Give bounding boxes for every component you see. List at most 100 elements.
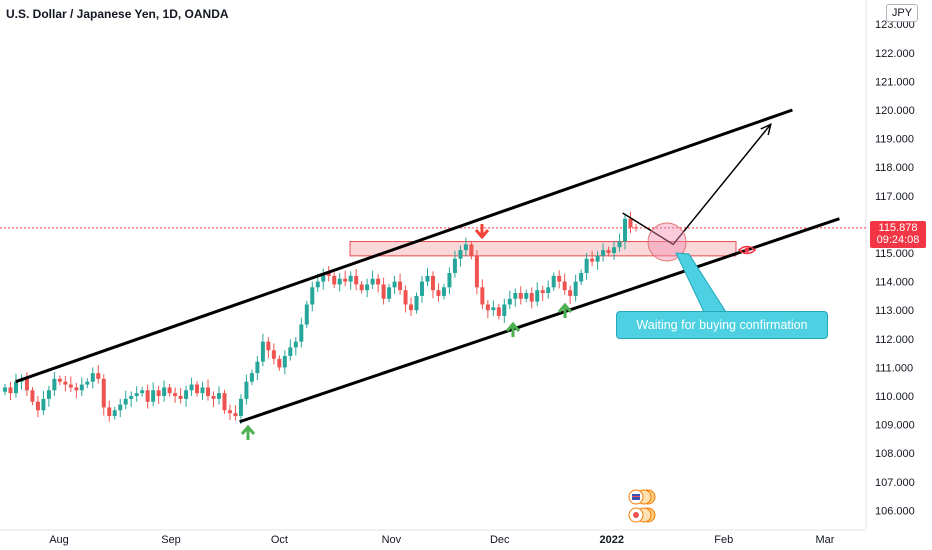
candle-body: [321, 273, 326, 282]
projected-path-line[interactable]: [622, 123, 772, 246]
lower-channel-line[interactable]: [239, 217, 840, 424]
candle-body: [579, 273, 584, 282]
y-tick-label: 106.000: [875, 505, 915, 517]
candle-body: [370, 278, 375, 285]
candle-body: [496, 307, 501, 316]
candle-body: [507, 298, 512, 305]
candle-body: [365, 284, 370, 291]
chart-title: U.S. Dollar / Japanese Yen, 1D, OANDA: [6, 7, 229, 21]
current-price-value: 115.878: [878, 222, 918, 234]
candle-body: [255, 361, 260, 374]
currency-badge[interactable]: JPY: [886, 4, 918, 22]
highlight-circle[interactable]: [647, 222, 687, 262]
candle-body: [8, 387, 13, 394]
upper-channel-line[interactable]: [15, 108, 793, 384]
candle-body: [299, 324, 304, 342]
y-tick-label: 115.000: [875, 248, 914, 260]
resistance-support-zone[interactable]: [349, 241, 737, 257]
candle-body: [90, 373, 95, 382]
candle-body: [184, 390, 189, 399]
candle-body: [436, 290, 441, 296]
candle-body: [162, 387, 167, 396]
candle-body: [414, 295, 419, 311]
candle-body: [425, 275, 430, 282]
candle-body: [101, 378, 106, 408]
candle-body: [601, 250, 606, 256]
candle-body: [46, 390, 51, 399]
candle-body: [463, 244, 468, 251]
candle-body: [420, 281, 425, 296]
arrow-up-icon: [240, 424, 256, 440]
candle-body: [628, 218, 633, 228]
candle-body: [227, 410, 232, 414]
candle-body: [447, 273, 452, 288]
candle-body: [156, 390, 161, 396]
candle-body: [189, 384, 194, 391]
candle-body: [30, 390, 35, 402]
candle-body: [271, 350, 276, 359]
candlestick-series: [3, 211, 638, 425]
candle-body: [430, 275, 435, 291]
candle-body: [502, 304, 507, 316]
candle-body: [557, 275, 562, 282]
candle-body: [13, 381, 18, 394]
candle-body: [376, 278, 381, 285]
candle-body: [354, 275, 359, 285]
candle-body: [195, 384, 200, 394]
candle-body: [233, 413, 238, 417]
candle-body: [546, 287, 551, 294]
y-tick-label: 118.000: [875, 162, 914, 174]
candle-body: [568, 290, 573, 296]
callout-pointer: [675, 252, 727, 313]
candle-body: [617, 241, 622, 248]
candle-body: [123, 398, 128, 405]
candle-body: [612, 247, 617, 253]
candle-body: [211, 396, 216, 399]
candle-body: [96, 373, 101, 379]
x-tick-label: Aug: [49, 534, 69, 546]
candle-body: [458, 250, 463, 259]
candle-body: [260, 341, 265, 362]
y-tick-label: 123.000: [875, 19, 915, 31]
candle-body: [249, 373, 254, 382]
candle-body: [134, 393, 139, 396]
candle-body: [409, 304, 414, 311]
candle-body: [584, 258, 589, 274]
candle-body: [216, 393, 221, 399]
candle-body: [551, 275, 556, 288]
candle-body: [244, 381, 249, 399]
candle-body: [206, 387, 211, 396]
eye-icon[interactable]: [737, 245, 757, 255]
candle-body: [524, 293, 529, 299]
candle-body: [304, 304, 309, 325]
candle-body: [222, 393, 227, 411]
annotation-callout[interactable]: Waiting for buying confirmation: [616, 311, 828, 339]
candle-body: [178, 396, 183, 399]
flag-icon[interactable]: [628, 489, 656, 505]
y-tick-label: 114.000: [875, 277, 914, 289]
y-tick-label: 110.000: [875, 391, 914, 403]
candle-body: [623, 218, 628, 242]
candle-body: [469, 244, 474, 256]
flag-icon[interactable]: [628, 507, 656, 523]
candle-body: [540, 290, 545, 294]
candle-body: [452, 258, 457, 274]
candle-body: [293, 341, 298, 348]
x-axis: Aug Sep Oct Nov Dec 2022 Feb Mar: [49, 534, 835, 546]
candle-body: [57, 378, 62, 382]
arrow-up-icon: [505, 321, 521, 337]
projection-arrowhead-icon: [760, 122, 772, 136]
x-tick-label: Mar: [815, 534, 834, 546]
y-axis: 123.000 122.000 121.000 120.000 119.000 118.0…: [875, 19, 915, 517]
candle-body: [634, 227, 638, 229]
candle-body: [485, 304, 490, 311]
y-tick-label: 120.000: [875, 105, 915, 117]
candle-body: [518, 293, 523, 299]
candle-body: [35, 401, 40, 411]
candle-body: [68, 384, 73, 388]
candle-body: [387, 287, 392, 299]
candle-body: [112, 410, 117, 417]
candle-body: [3, 387, 7, 392]
y-tick-label: 107.000: [875, 477, 915, 489]
